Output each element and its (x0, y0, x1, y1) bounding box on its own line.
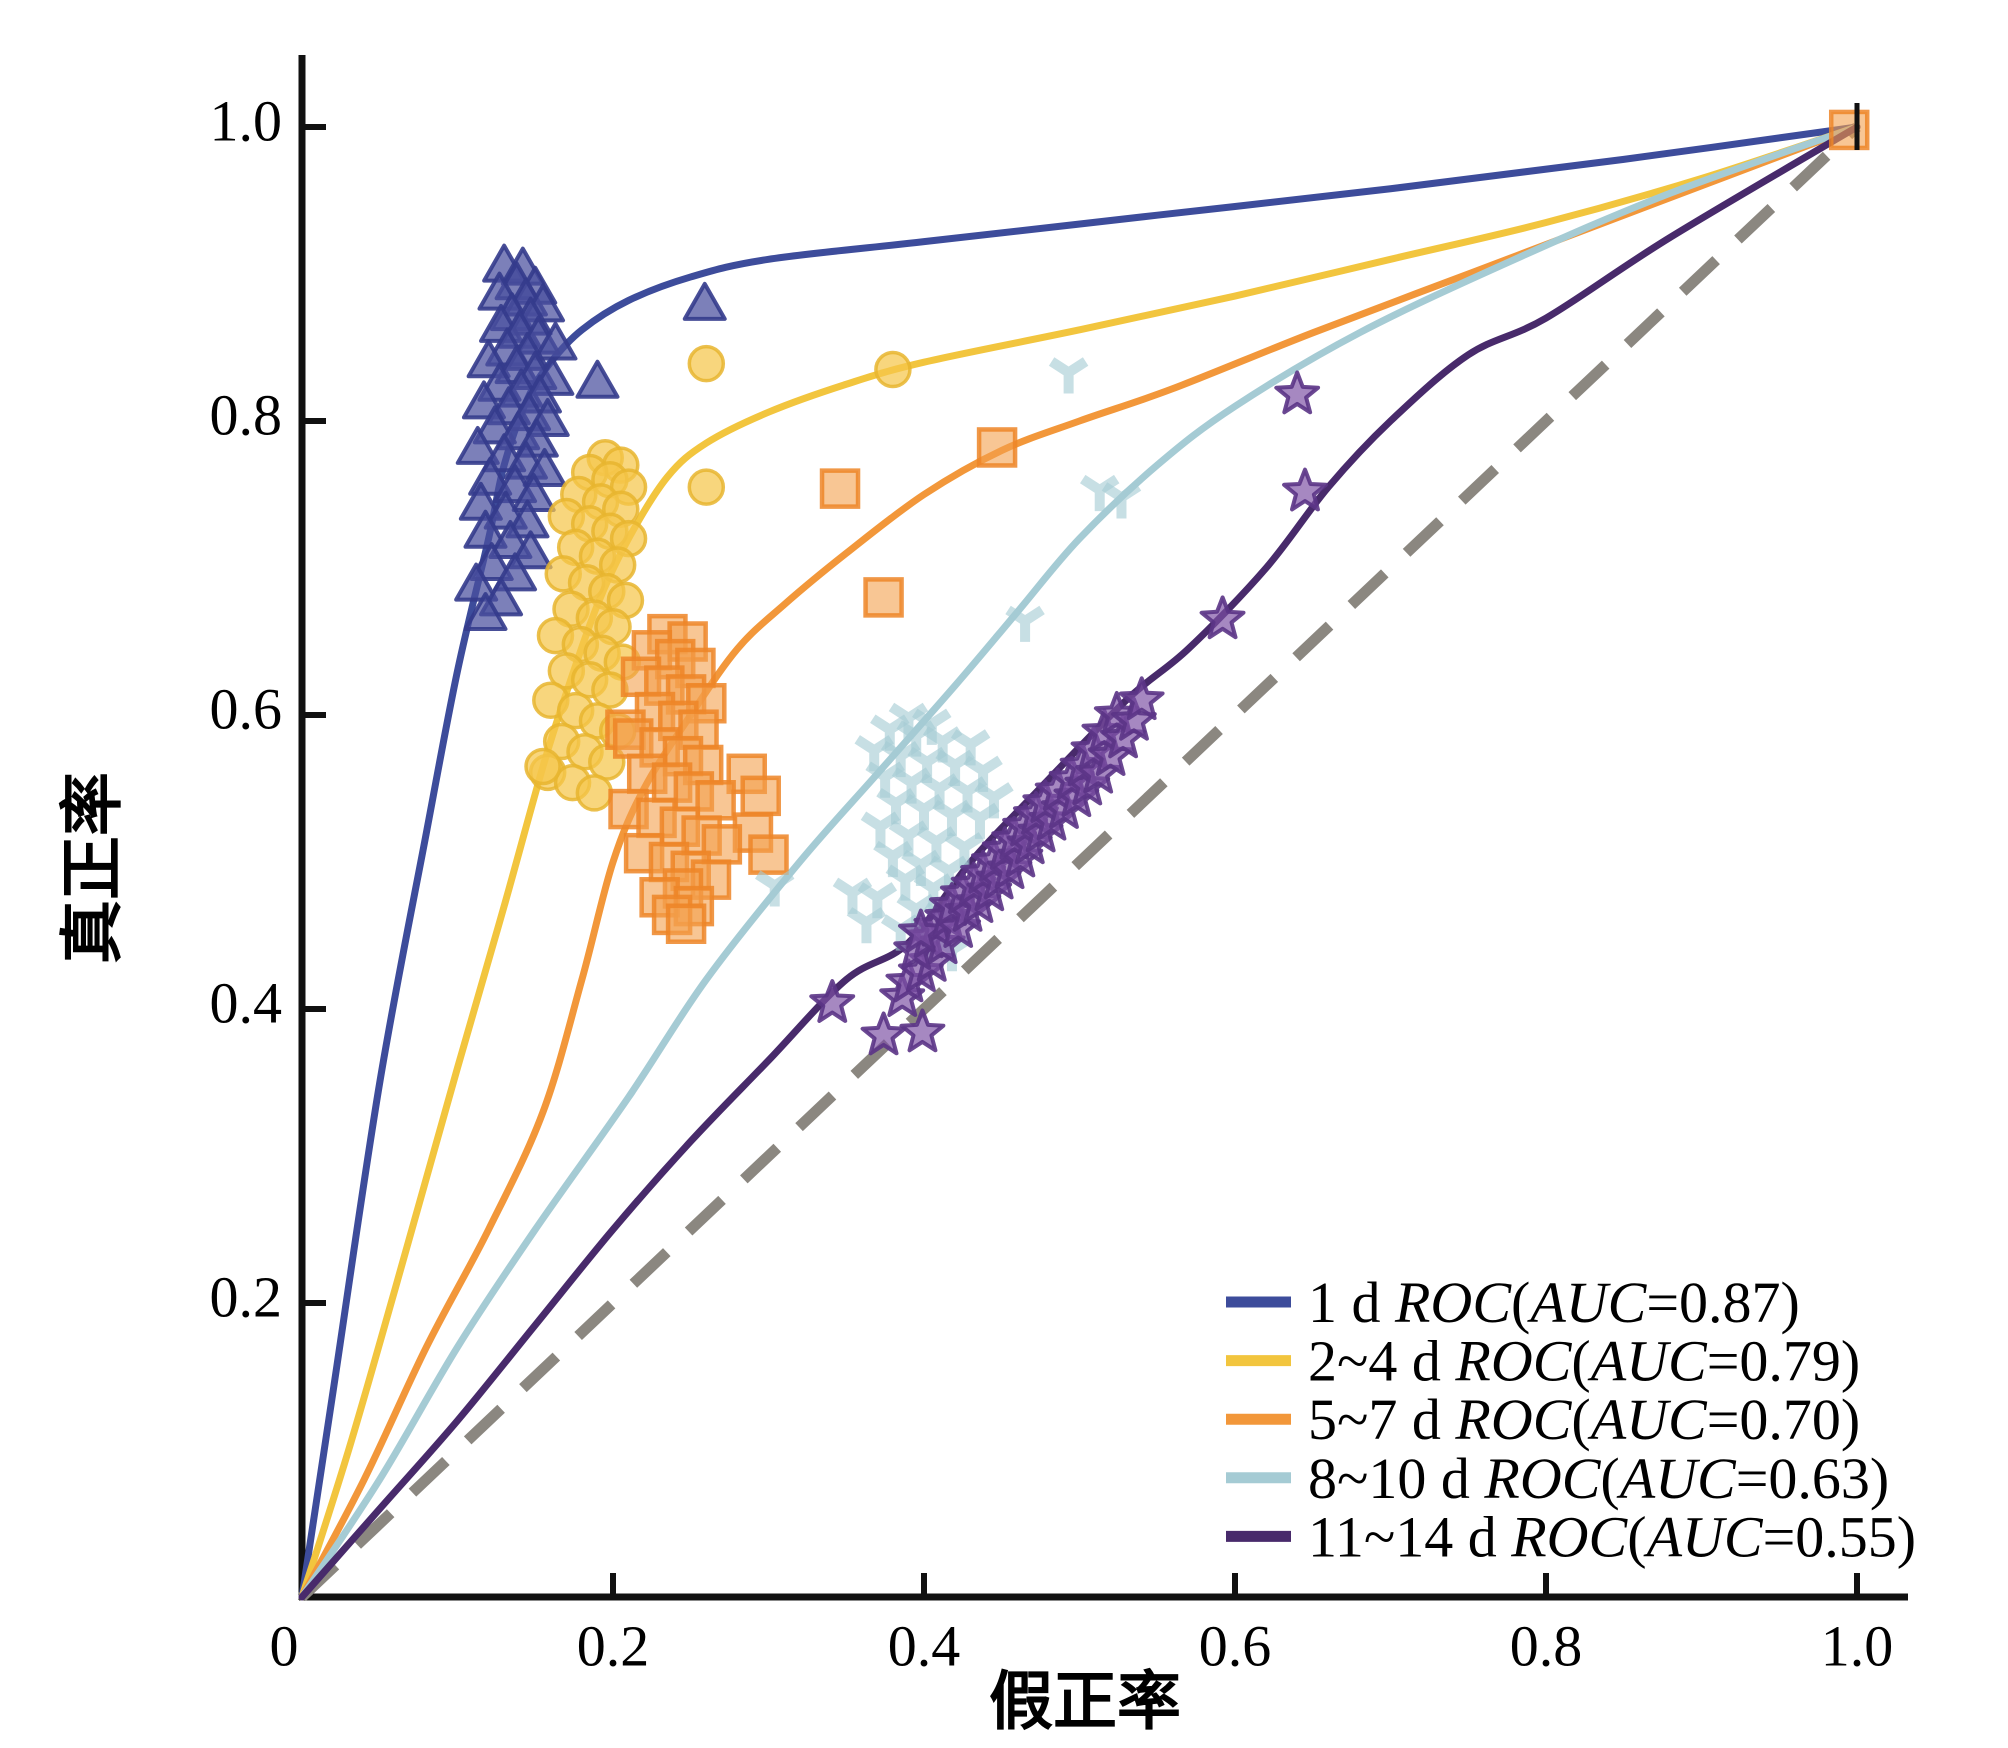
legend-label-8-10d: 8~10 d ROC(AUC=0.63) (1308, 1445, 1889, 1510)
legend-item-1d: 1 d ROC(AUC=0.87) (1226, 1270, 1800, 1335)
y-tick-label: 0.8 (210, 382, 283, 447)
roc-curve-5-7d (298, 123, 1861, 1601)
roc-curve-1d (298, 123, 1861, 1601)
y-tick-label: 1.0 (210, 88, 283, 153)
scatter-11-14d (809, 370, 1328, 1056)
axes: 0.2 0.4 0.6 0.8 1.0 0.2 0.4 0.6 0.8 1.0 0 假正率 真正… (58, 55, 1908, 1738)
scatter-8-10d (755, 357, 1142, 972)
x-tick-label: 0.4 (888, 1614, 961, 1679)
legend-label-11-14d: 11~14 d ROC(AUC=0.55) (1308, 1504, 1916, 1569)
x-tick-label: 0.2 (577, 1614, 650, 1679)
roc-curve-11-14d (298, 123, 1861, 1601)
y-axis-label: 真正率 (58, 772, 129, 964)
y-tick-label: 0.2 (210, 1264, 283, 1329)
legend-item-8-10d: 8~10 d ROC(AUC=0.63) (1226, 1445, 1889, 1510)
legend-item-5-7d: 5~7 d ROC(AUC=0.70) (1226, 1387, 1860, 1452)
scatter-5-7d (605, 109, 1870, 944)
legend: 1 d ROC(AUC=0.87)2~4 d ROC(AUC=0.79)5~7 … (1226, 1270, 1916, 1569)
scatter-1d (454, 243, 727, 632)
legend-label-2-4d: 2~4 d ROC(AUC=0.79) (1308, 1328, 1860, 1393)
roc-curve-2-4d (298, 123, 1861, 1601)
legend-item-2-4d: 2~4 d ROC(AUC=0.79) (1226, 1328, 1860, 1393)
x-axis-label: 假正率 (989, 1667, 1181, 1738)
legend-label-1d: 1 d ROC(AUC=0.87) (1308, 1270, 1800, 1335)
y-tick-label: 0.6 (210, 676, 283, 741)
x-tick-label: 0.6 (1199, 1614, 1272, 1679)
x-tick-label: 1.0 (1821, 1614, 1894, 1679)
legend-item-11-14d: 11~14 d ROC(AUC=0.55) (1226, 1504, 1916, 1569)
x-axis-ticks: 0.2 0.4 0.6 0.8 1.0 (577, 1573, 1894, 1679)
plot-area (298, 109, 1870, 1601)
origin-label: 0 (270, 1614, 299, 1679)
y-axis-ticks: 0.2 0.4 0.6 0.8 1.0 (210, 88, 326, 1329)
legend-label-5-7d: 5~7 d ROC(AUC=0.70) (1308, 1387, 1860, 1452)
x-tick-label: 0.8 (1510, 1614, 1583, 1679)
y-tick-label: 0.4 (210, 970, 283, 1035)
chance-diagonal (298, 123, 1861, 1601)
roc-curve-8-10d (298, 123, 1861, 1601)
